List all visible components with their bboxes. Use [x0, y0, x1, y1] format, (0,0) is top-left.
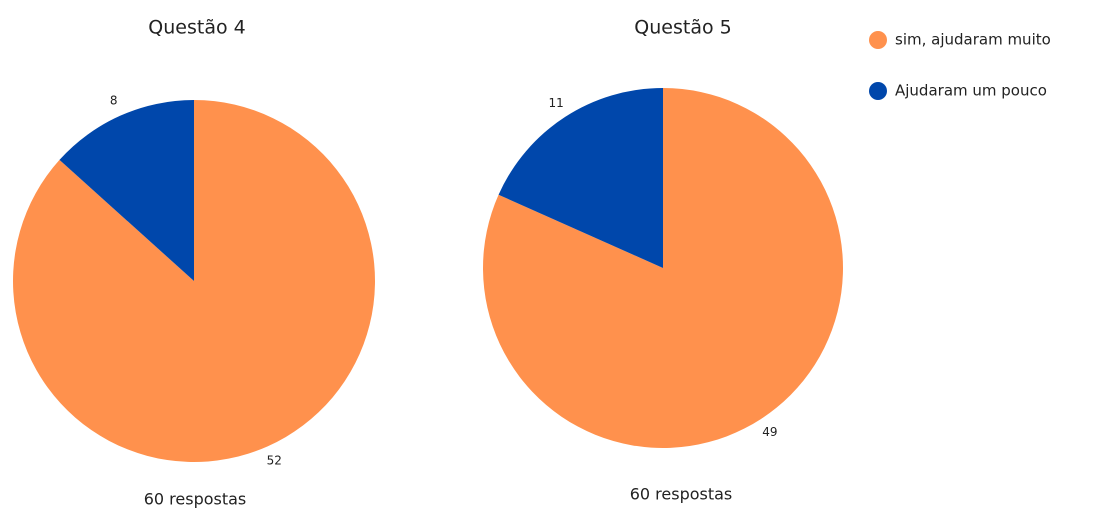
- legend-label: Ajudaram um pouco: [895, 82, 1047, 100]
- chart-footer: 60 respostas: [144, 490, 247, 509]
- chart-title: Questão 5: [634, 17, 731, 39]
- legend-marker: [869, 31, 887, 49]
- data-label: 49: [762, 425, 777, 439]
- pie-slice: [483, 88, 844, 448]
- chart-footer: 60 respostas: [630, 485, 733, 504]
- legend-label: sim, ajudaram muito: [895, 31, 1051, 49]
- data-label: 8: [110, 93, 118, 107]
- pie-slice: [12, 100, 376, 462]
- chart-title: Questão 4: [148, 17, 245, 39]
- data-label: 52: [267, 454, 282, 468]
- pie-slice: [498, 87, 663, 268]
- legend-marker: [869, 82, 887, 100]
- pie-slice: [59, 100, 195, 281]
- data-label: 11: [549, 96, 564, 110]
